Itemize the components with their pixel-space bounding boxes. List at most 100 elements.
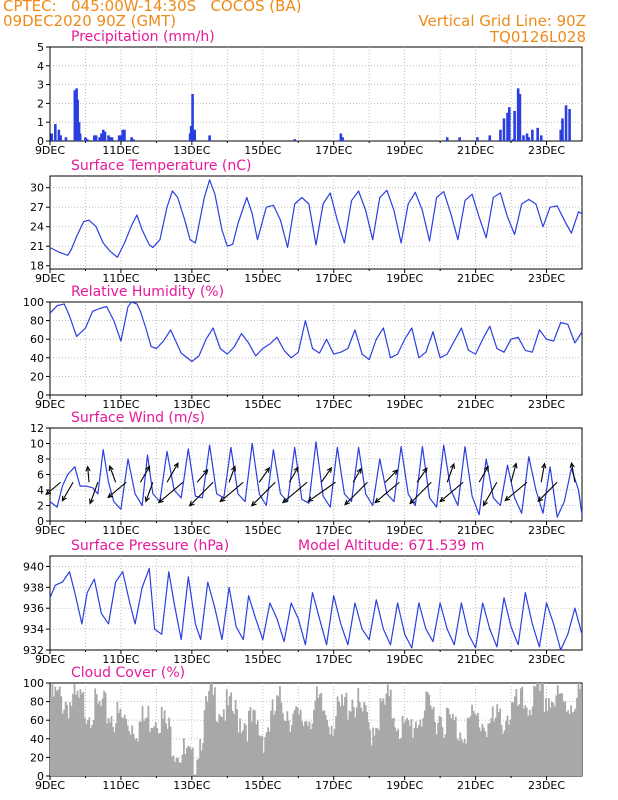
cloud-bar	[401, 715, 404, 776]
cloud-bar	[98, 701, 101, 776]
precip-bar	[101, 129, 105, 141]
x-tick-label: 23DEC	[528, 524, 565, 537]
y-tick-label: 932	[23, 644, 44, 657]
wind-arrow-head	[512, 462, 518, 469]
panel-title: Relative Humidity (%)	[71, 284, 224, 300]
cloud-bar	[543, 711, 546, 776]
cloud-bar	[474, 714, 476, 776]
cloud-bar	[156, 727, 159, 776]
cloud-bar	[245, 724, 247, 776]
wind-arrow	[288, 467, 299, 483]
cloud-bar	[224, 720, 227, 776]
cloud-bar	[512, 702, 515, 776]
cloud-bar	[570, 705, 572, 776]
cloud-bar	[205, 696, 207, 776]
cloud-bar	[574, 708, 577, 776]
x-tick-label: 23DEC	[528, 779, 565, 792]
cloud-bar	[202, 743, 204, 776]
precip-bar	[57, 129, 61, 141]
x-tick-label: 21DEC	[457, 144, 494, 157]
cloud-bar	[335, 716, 337, 776]
cloud-bar	[113, 732, 116, 776]
cloud-bar	[511, 702, 513, 776]
cloud-bar	[338, 701, 340, 776]
cloud-bar	[438, 715, 441, 776]
cloud-bar	[50, 696, 52, 776]
cloud-bar	[250, 721, 253, 776]
cloud-bar	[283, 720, 286, 776]
wind-arrow-head	[157, 497, 164, 504]
cloud-bar	[471, 704, 473, 776]
x-tick-label: 19DEC	[386, 653, 423, 666]
wind-arrow	[166, 462, 179, 483]
wind-arrow	[158, 481, 184, 503]
cloud-bar	[157, 733, 160, 776]
cloud-bar	[540, 683, 543, 776]
x-tick-label: 19DEC	[386, 524, 423, 537]
cloud-bar	[234, 699, 237, 776]
cloud-bar	[352, 707, 355, 776]
wind-arrow-head	[482, 500, 488, 507]
cloud-bar	[239, 718, 241, 776]
cloud-bars	[50, 683, 582, 776]
y-tick-label: 938	[23, 581, 44, 594]
cloud-bar	[372, 727, 374, 776]
cloud-bar	[545, 698, 547, 776]
wind-arrow	[416, 467, 428, 483]
cloud-bar	[95, 694, 98, 776]
cloud-bar	[69, 702, 71, 776]
cloud-bar	[240, 732, 243, 776]
wind-arrow-head	[483, 465, 489, 472]
cloud-bar	[531, 706, 534, 776]
cloud-bar	[398, 738, 401, 776]
cloud-bar	[330, 725, 333, 776]
precip-bar	[130, 137, 133, 141]
precip-bar	[123, 129, 126, 141]
cloud-bar	[573, 711, 575, 776]
panel-3: 0 20 40 60 80 100 9DEC 11DEC 13DEC 15DEC 17DEC 19DE…	[23, 284, 583, 411]
y-tick-label: 12	[30, 422, 44, 435]
cloud-bar	[386, 684, 389, 776]
x-tick-label: 19DEC	[386, 272, 423, 285]
x-tick-label: 17DEC	[315, 653, 352, 666]
wind-arrow-head	[202, 468, 209, 475]
precip-bar	[506, 112, 509, 141]
cloud-bar	[565, 712, 568, 776]
cloud-bar	[412, 737, 414, 776]
x-tick-label: 11DEC	[102, 398, 139, 411]
cloud-bar	[122, 718, 125, 776]
cloud-bar	[388, 696, 391, 776]
precip-bar	[189, 125, 193, 141]
precip-bar	[110, 137, 114, 141]
cloud-bar	[454, 716, 457, 776]
cloud-bar	[506, 715, 509, 776]
cloud-bar	[341, 694, 343, 776]
wind-arrow	[109, 465, 117, 483]
y-tick-label: 8	[37, 453, 44, 466]
wind-arrow-head	[250, 500, 257, 507]
cloud-bar	[271, 699, 274, 776]
series-line	[49, 441, 583, 518]
cloud-bar	[493, 721, 496, 776]
cloud-bar	[154, 722, 157, 776]
wind-arrow	[145, 482, 154, 502]
cloud-bar	[496, 704, 499, 776]
cloud-bar	[230, 692, 233, 776]
wind-arrow	[540, 463, 546, 483]
y-tick-label: 100	[23, 296, 44, 309]
cloud-bar	[287, 720, 290, 776]
wind-arrow-head	[188, 500, 195, 507]
y-tick-label: 60	[30, 714, 44, 727]
wind-arrow	[344, 481, 368, 505]
cloud-bar	[103, 690, 105, 776]
cloud-bar	[339, 706, 342, 776]
cloud-bar	[505, 721, 507, 776]
cloud-bar	[422, 718, 425, 776]
cloud-bar	[314, 700, 317, 776]
cloud-bar	[320, 692, 323, 776]
cloud-bar	[389, 689, 392, 776]
cloud-bar	[363, 701, 366, 776]
cloud-bar	[153, 726, 156, 776]
cloud-bar	[527, 715, 530, 776]
cloud-bar	[171, 756, 173, 776]
